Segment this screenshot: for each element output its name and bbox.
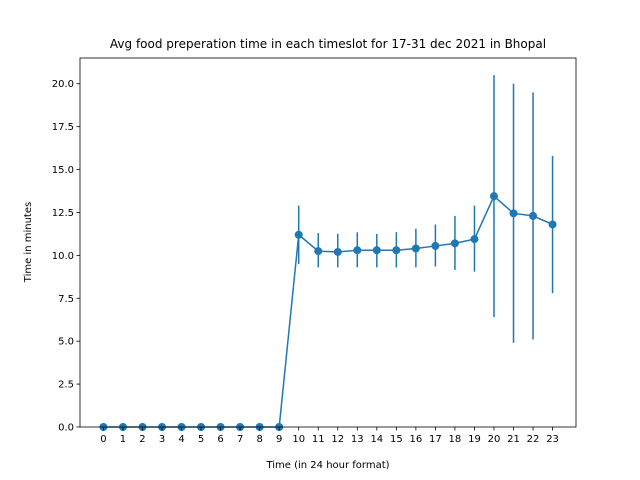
x-tick-label: 8 bbox=[256, 434, 262, 445]
x-tick-label: 1 bbox=[120, 434, 126, 445]
x-axis-label: Time (in 24 hour format) bbox=[265, 460, 389, 471]
x-tick-label: 19 bbox=[468, 434, 481, 445]
data-point-18 bbox=[450, 239, 459, 248]
x-tick-label: 15 bbox=[390, 434, 403, 445]
y-tick-label: 2.5 bbox=[58, 380, 74, 391]
data-point-13 bbox=[353, 246, 362, 255]
x-tick-label: 13 bbox=[351, 434, 364, 445]
data-point-16 bbox=[411, 244, 420, 253]
x-tick-label: 10 bbox=[292, 434, 305, 445]
x-tick-label: 17 bbox=[429, 434, 442, 445]
chart-title: Avg food preperation time in each timesl… bbox=[110, 37, 546, 51]
y-tick-label: 17.5 bbox=[52, 122, 74, 133]
x-tick-label: 7 bbox=[237, 434, 243, 445]
y-tick-label: 5.0 bbox=[58, 337, 74, 348]
data-point-14 bbox=[372, 246, 381, 255]
x-tick-label: 14 bbox=[370, 434, 383, 445]
data-point-19 bbox=[470, 235, 479, 244]
x-tick-label: 2 bbox=[139, 434, 145, 445]
x-tick-label: 5 bbox=[198, 434, 204, 445]
y-tick-label: 0.0 bbox=[58, 423, 74, 434]
data-point-21 bbox=[509, 209, 518, 218]
y-tick-label: 7.5 bbox=[58, 294, 74, 305]
x-tick-label: 16 bbox=[410, 434, 423, 445]
x-tick-label: 4 bbox=[178, 434, 184, 445]
data-point-23 bbox=[548, 220, 557, 229]
data-point-10 bbox=[294, 230, 303, 239]
x-tick-label: 12 bbox=[331, 434, 344, 445]
x-axis-ticks: 0 1 2 3 4 5 6 7 8 9 10 11 12 13 14 15 16 17 18 19 20 21 22 23 bbox=[100, 427, 559, 445]
y-tick-label: 12.5 bbox=[52, 208, 74, 219]
x-tick-label: 21 bbox=[507, 434, 520, 445]
x-tick-label: 18 bbox=[449, 434, 462, 445]
y-tick-label: 20.0 bbox=[52, 79, 74, 90]
y-axis-label: Time in minutes bbox=[23, 202, 34, 283]
data-point-17 bbox=[431, 241, 440, 250]
data-point-15 bbox=[392, 246, 401, 255]
series-line bbox=[103, 194, 553, 428]
x-tick-label: 22 bbox=[527, 434, 540, 445]
y-tick-label: 10.0 bbox=[52, 251, 74, 262]
x-tick-label: 3 bbox=[159, 434, 165, 445]
data-point-11 bbox=[314, 247, 323, 256]
x-tick-label: 23 bbox=[546, 434, 559, 445]
plot-area bbox=[99, 75, 557, 431]
x-tick-label: 0 bbox=[100, 434, 106, 445]
data-point-22 bbox=[529, 211, 538, 220]
x-tick-label: 11 bbox=[312, 434, 325, 445]
x-tick-label: 9 bbox=[276, 434, 282, 445]
y-axis-ticks: 0.0 2.5 5.0 7.5 10.0 12.5 15.0 17.5 20.0 bbox=[52, 79, 80, 434]
data-point-20 bbox=[489, 192, 498, 201]
x-tick-label: 20 bbox=[488, 434, 501, 445]
x-tick-label: 6 bbox=[217, 434, 223, 445]
y-tick-label: 15.0 bbox=[52, 165, 74, 176]
data-point-12 bbox=[333, 247, 342, 256]
plot-frame bbox=[79, 57, 577, 428]
